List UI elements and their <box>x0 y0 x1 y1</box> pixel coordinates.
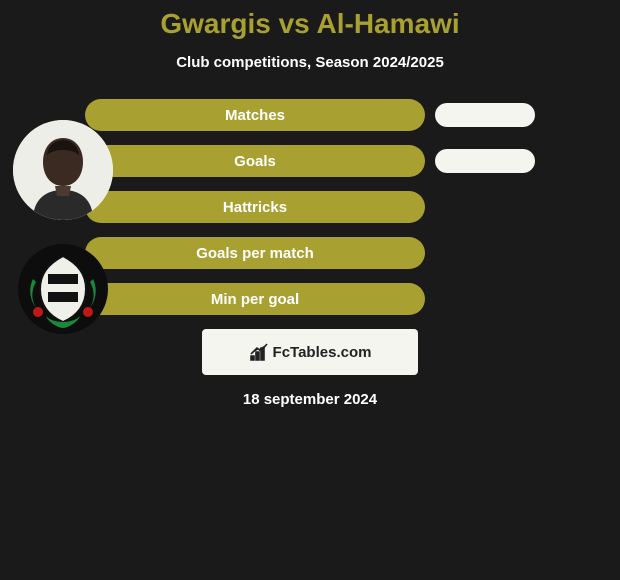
branding-box[interactable]: FcTables.com <box>202 329 418 375</box>
stat-bar-left: Goals <box>85 145 425 177</box>
left-column <box>8 120 118 334</box>
stat-bar-right <box>435 103 535 127</box>
comparison-card: Gwargis vs Al-Hamawi Club competitions, … <box>0 0 620 408</box>
stat-bar-left: Hattricks <box>85 191 425 223</box>
page-subtitle: Club competitions, Season 2024/2025 <box>0 54 620 71</box>
stat-bar-left: Min per goal <box>85 283 425 315</box>
player-avatar <box>13 120 113 220</box>
chart-icon <box>249 342 269 362</box>
stat-bar-left: Matches <box>85 99 425 131</box>
stat-bar-right <box>435 149 535 173</box>
page-title: Gwargis vs Al-Hamawi <box>0 8 620 40</box>
date-text: 18 september 2024 <box>0 391 620 408</box>
club-badge <box>18 244 108 334</box>
crest-icon <box>18 244 108 334</box>
branding-text: FcTables.com <box>273 344 372 361</box>
stat-bar-left: Goals per match <box>85 237 425 269</box>
person-icon <box>13 120 113 220</box>
